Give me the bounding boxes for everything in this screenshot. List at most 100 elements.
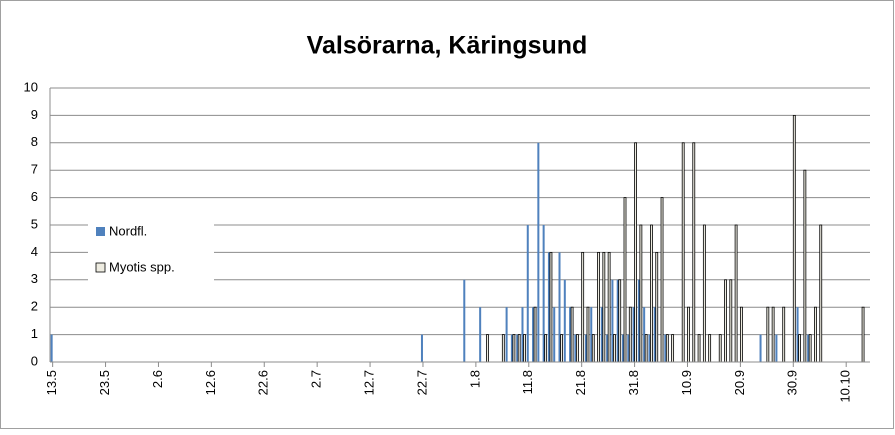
x-tick-label: 22.6 bbox=[256, 370, 271, 395]
y-tick-label: 0 bbox=[31, 353, 38, 368]
bar bbox=[516, 334, 519, 362]
bar bbox=[606, 334, 609, 362]
y-tick-label: 1 bbox=[31, 326, 38, 341]
y-tick-label: 5 bbox=[31, 216, 38, 231]
y-tick-label: 2 bbox=[31, 299, 38, 314]
bar bbox=[771, 306, 775, 363]
bar bbox=[639, 224, 643, 363]
y-tick-label: 8 bbox=[31, 134, 38, 149]
bar bbox=[505, 307, 508, 362]
bar bbox=[479, 307, 482, 362]
bar bbox=[697, 334, 701, 363]
bars bbox=[50, 115, 865, 363]
bar bbox=[648, 334, 651, 362]
bar bbox=[792, 115, 796, 363]
bar bbox=[537, 142, 540, 362]
bar bbox=[616, 279, 619, 362]
bar bbox=[618, 279, 622, 363]
bar bbox=[486, 334, 489, 363]
legend-label: Nordfl. bbox=[109, 223, 147, 238]
bar bbox=[643, 307, 646, 362]
bar bbox=[547, 252, 550, 362]
bar bbox=[569, 307, 572, 362]
bar bbox=[796, 307, 799, 362]
bar bbox=[563, 279, 566, 362]
chart-title: Valsörarna, Käringsund bbox=[307, 32, 588, 60]
bar bbox=[517, 334, 521, 363]
x-tick-label: 2.6 bbox=[150, 370, 165, 388]
x-tick-label: 30.9 bbox=[785, 370, 800, 395]
bar bbox=[798, 334, 801, 363]
legend: Nordfl. Myotis spp. bbox=[88, 212, 214, 286]
bar bbox=[808, 334, 812, 363]
bar bbox=[734, 224, 738, 363]
bar bbox=[584, 334, 587, 362]
legend-box bbox=[88, 212, 214, 286]
bar bbox=[581, 251, 585, 363]
bar bbox=[637, 279, 640, 362]
bar bbox=[782, 306, 786, 363]
bar bbox=[558, 252, 561, 362]
bar bbox=[549, 251, 553, 363]
bar bbox=[708, 334, 712, 363]
bar bbox=[627, 334, 630, 362]
legend-label: Myotis spp. bbox=[109, 259, 175, 274]
bar bbox=[607, 251, 611, 363]
x-tick-label: 22.7 bbox=[414, 370, 429, 395]
bar bbox=[819, 224, 823, 363]
y-tick-label: 4 bbox=[31, 244, 38, 259]
bar bbox=[574, 334, 577, 362]
bar bbox=[602, 251, 606, 363]
x-tick-label: 10.9 bbox=[679, 370, 694, 395]
bar bbox=[807, 334, 810, 362]
bar bbox=[655, 251, 659, 363]
bar bbox=[523, 334, 526, 363]
bar bbox=[420, 334, 423, 362]
bar bbox=[653, 307, 656, 362]
bar bbox=[739, 306, 743, 363]
bar bbox=[611, 279, 614, 362]
x-tick-label: 11.8 bbox=[520, 370, 535, 394]
x-tick-label: 12.6 bbox=[203, 370, 218, 395]
bar bbox=[553, 307, 556, 362]
x-tick-label: 13.5 bbox=[44, 370, 59, 395]
bar bbox=[526, 225, 529, 362]
y-tick-label: 3 bbox=[31, 271, 38, 286]
bar bbox=[632, 307, 635, 362]
bar bbox=[692, 142, 696, 363]
bar bbox=[665, 334, 669, 363]
x-tick-label: 20.9 bbox=[732, 370, 747, 395]
bar bbox=[501, 334, 505, 363]
bar bbox=[803, 169, 807, 363]
bar bbox=[650, 224, 653, 363]
bar bbox=[644, 334, 648, 363]
bar bbox=[544, 334, 548, 363]
bar bbox=[591, 334, 595, 363]
bar bbox=[687, 306, 690, 363]
bar bbox=[623, 197, 627, 363]
bar bbox=[512, 334, 516, 363]
bar bbox=[775, 334, 778, 362]
bar bbox=[660, 197, 664, 363]
legend-swatch bbox=[96, 227, 105, 236]
bar bbox=[600, 307, 603, 362]
x-tick-label: 21.8 bbox=[573, 370, 588, 395]
bar bbox=[570, 306, 574, 363]
bar bbox=[613, 334, 616, 363]
bar bbox=[814, 306, 817, 363]
bar bbox=[671, 334, 675, 363]
bar bbox=[542, 225, 545, 362]
x-tick-label: 2.7 bbox=[309, 370, 324, 388]
bar bbox=[50, 334, 53, 362]
bar bbox=[664, 334, 667, 362]
bar bbox=[590, 307, 593, 362]
bar bbox=[575, 334, 579, 363]
bar bbox=[586, 306, 590, 363]
bar bbox=[861, 306, 865, 363]
bar bbox=[766, 306, 770, 363]
axes: 0 1 2 3 4 5 6 7 8 9 10 13.5 23.5 2.6 12.6 22.6 2.7 12.7 22… bbox=[24, 79, 870, 403]
bar bbox=[621, 334, 624, 362]
x-tick-label: 10.10 bbox=[838, 370, 853, 403]
bar bbox=[533, 306, 537, 363]
